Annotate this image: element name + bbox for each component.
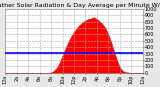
Title: Milwaukee Weather Solar Radiation & Day Average per Minute W/m2 (Today): Milwaukee Weather Solar Radiation & Day … bbox=[0, 3, 160, 8]
